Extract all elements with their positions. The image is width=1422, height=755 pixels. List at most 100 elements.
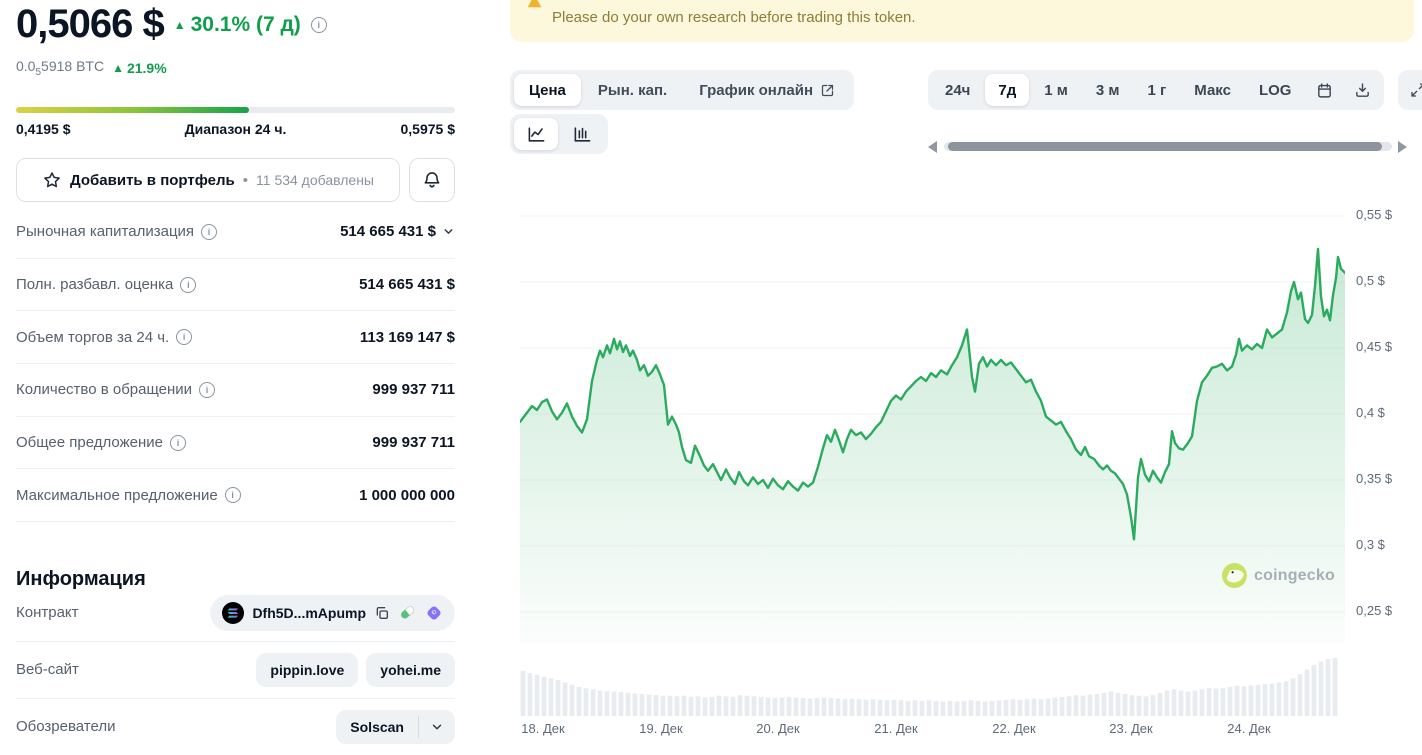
website-pill[interactable]: pippin.love [256, 652, 359, 687]
tab-label: Цена [529, 81, 566, 99]
stat-row: Количество в обращении i 999 937 711 [16, 364, 455, 417]
watermark-text: coingecko [1254, 566, 1335, 584]
y-axis-label: 0,5 $ [1356, 273, 1385, 288]
range-3 м[interactable]: 3 м [1083, 74, 1133, 106]
range-24ч[interactable]: 24ч [932, 74, 983, 106]
current-price: 0,5066 $ [16, 2, 165, 46]
stat-row: Общее предложение i 999 937 711 [16, 417, 455, 470]
chart-scrollbar-track[interactable] [944, 142, 1392, 151]
banner-warning-line1: This token is listed on the pump.fun lau… [552, 0, 1325, 1]
range-7д[interactable]: 7д [985, 74, 1030, 106]
portfolio-count: 11 534 добавлены [256, 172, 374, 188]
info-icon[interactable]: i [201, 223, 218, 240]
stat-row: Полн. разбавл. оценка i 514 665 431 $ [16, 259, 455, 312]
range-low: 0,4195 $ [16, 121, 71, 137]
contract-row: Контракт Dfh5D...mApump [16, 584, 455, 642]
website-pills: pippin.love yohei.me [256, 652, 455, 687]
coingecko-logo-icon [1222, 563, 1247, 588]
info-icon[interactable]: i [310, 16, 327, 33]
contract-label: Контракт [16, 604, 79, 621]
fullscreen-button[interactable] [1398, 70, 1422, 110]
star-icon [42, 170, 62, 190]
warning-banner: This token is listed on the pump.fun lau… [510, 0, 1414, 42]
download-icon [1354, 82, 1371, 99]
info-icon[interactable]: i [224, 487, 241, 504]
x-axis-label: 19. Дек [639, 721, 683, 736]
stat-value: 113 169 147 $ [359, 328, 455, 346]
explorer-solscan-link[interactable]: Solscan [336, 710, 418, 744]
tab-График онлайн[interactable]: График онлайн [684, 74, 850, 106]
stat-value: 1 000 000 000 [359, 486, 455, 504]
explorers-row: Обозреватели Solscan [16, 698, 455, 755]
info-icon[interactable]: i [180, 276, 197, 293]
price-chart[interactable] [520, 178, 1345, 720]
pill-capsule-icon[interactable] [398, 603, 417, 622]
chart-type-group [510, 114, 608, 154]
scrollbar-right-arrow[interactable] [1398, 141, 1407, 153]
website-label: Веб-сайт [16, 661, 79, 678]
calendar-button[interactable] [1306, 74, 1342, 106]
explorer-pill: Solscan [336, 709, 455, 744]
range-LOG[interactable]: LOG [1246, 74, 1305, 106]
add-to-portfolio-button[interactable]: Добавить в портфель • 11 534 добавлены [16, 158, 400, 202]
range-Макс[interactable]: Макс [1181, 74, 1244, 106]
solana-icon [222, 601, 245, 624]
price-line [520, 247, 1345, 541]
range-1 г[interactable]: 1 г [1135, 74, 1180, 106]
y-axis-label: 0,55 $ [1356, 207, 1393, 222]
stat-row: Объем торгов за 24 ч. i 113 169 147 $ [16, 311, 455, 365]
line-chart-button[interactable] [514, 118, 558, 150]
gem-clock-icon[interactable] [425, 604, 443, 622]
y-axis-label: 0,35 $ [1356, 471, 1393, 486]
action-row: Добавить в портфель • 11 534 добавлены [16, 158, 455, 202]
copy-icon[interactable] [374, 605, 390, 621]
btc-change: ▲ 21.9% [112, 60, 167, 76]
tab-Рын. кап.[interactable]: Рын. кап. [583, 74, 682, 106]
download-button[interactable] [1344, 74, 1380, 106]
btc-price-suffix: 5918 BTC [41, 58, 105, 74]
calendar-icon [1316, 82, 1333, 99]
tab-label: График онлайн [699, 81, 814, 99]
range-1 м[interactable]: 1 м [1031, 74, 1081, 106]
tab-Цена[interactable]: Цена [514, 74, 581, 106]
scrollbar-left-arrow[interactable] [928, 141, 937, 153]
candlestick-chart-button[interactable] [560, 118, 604, 150]
stat-label: Общее предложение i [16, 434, 186, 451]
website-pill[interactable]: yohei.me [366, 652, 455, 687]
btc-price-prefix: 0.0 [16, 58, 36, 74]
info-icon[interactable]: i [176, 329, 193, 346]
price-block: 0,5066 $ ▲ 30.1% (7 д) i [16, 2, 327, 47]
price-alert-button[interactable] [409, 158, 455, 202]
banner-warning-line2: Please do your own research before tradi… [552, 9, 916, 26]
explorer-dropdown-button[interactable] [419, 710, 455, 744]
stat-label: Объем торгов за 24 ч. i [16, 329, 193, 346]
banner-text-segment: launchpad. The token supply can be highl… [788, 0, 1325, 1]
info-icon[interactable]: i [170, 434, 186, 451]
x-axis-label: 24. Дек [1227, 721, 1271, 736]
stat-label: Количество в обращении i [16, 381, 216, 398]
bar-chart-icon [573, 125, 592, 144]
x-axis-label: 18. Дек [521, 721, 565, 736]
info-icon[interactable]: i [199, 381, 216, 398]
contract-address: Dfh5D...mApump [252, 604, 366, 621]
price-area-fill [520, 249, 1345, 643]
range-label: Диапазон 24 ч. [184, 121, 287, 137]
y-axis-label: 0,3 $ [1356, 537, 1385, 552]
pump-fun-link[interactable]: pump.fun [725, 0, 788, 1]
chevron-down-icon[interactable] [442, 225, 455, 238]
coingecko-watermark: coingecko [1222, 563, 1335, 588]
chart-scrollbar-thumb[interactable] [948, 142, 1382, 151]
stat-row: Рыночная капитализация i 514 665 431 $ [16, 206, 455, 259]
x-axis-label: 23. Дек [1109, 721, 1153, 736]
price-change-7d: ▲ 30.1% (7 д) [174, 13, 301, 37]
stat-value: 999 937 711 [372, 434, 455, 452]
expand-icon [1410, 82, 1422, 98]
warning-icon [527, 0, 542, 8]
contract-pill[interactable]: Dfh5D...mApump [210, 594, 455, 631]
divider [418, 715, 419, 738]
portfolio-button-label: Добавить в портфель [69, 171, 235, 189]
y-axis-label: 0,45 $ [1356, 339, 1393, 354]
stat-value: 514 665 431 $ [340, 223, 455, 240]
